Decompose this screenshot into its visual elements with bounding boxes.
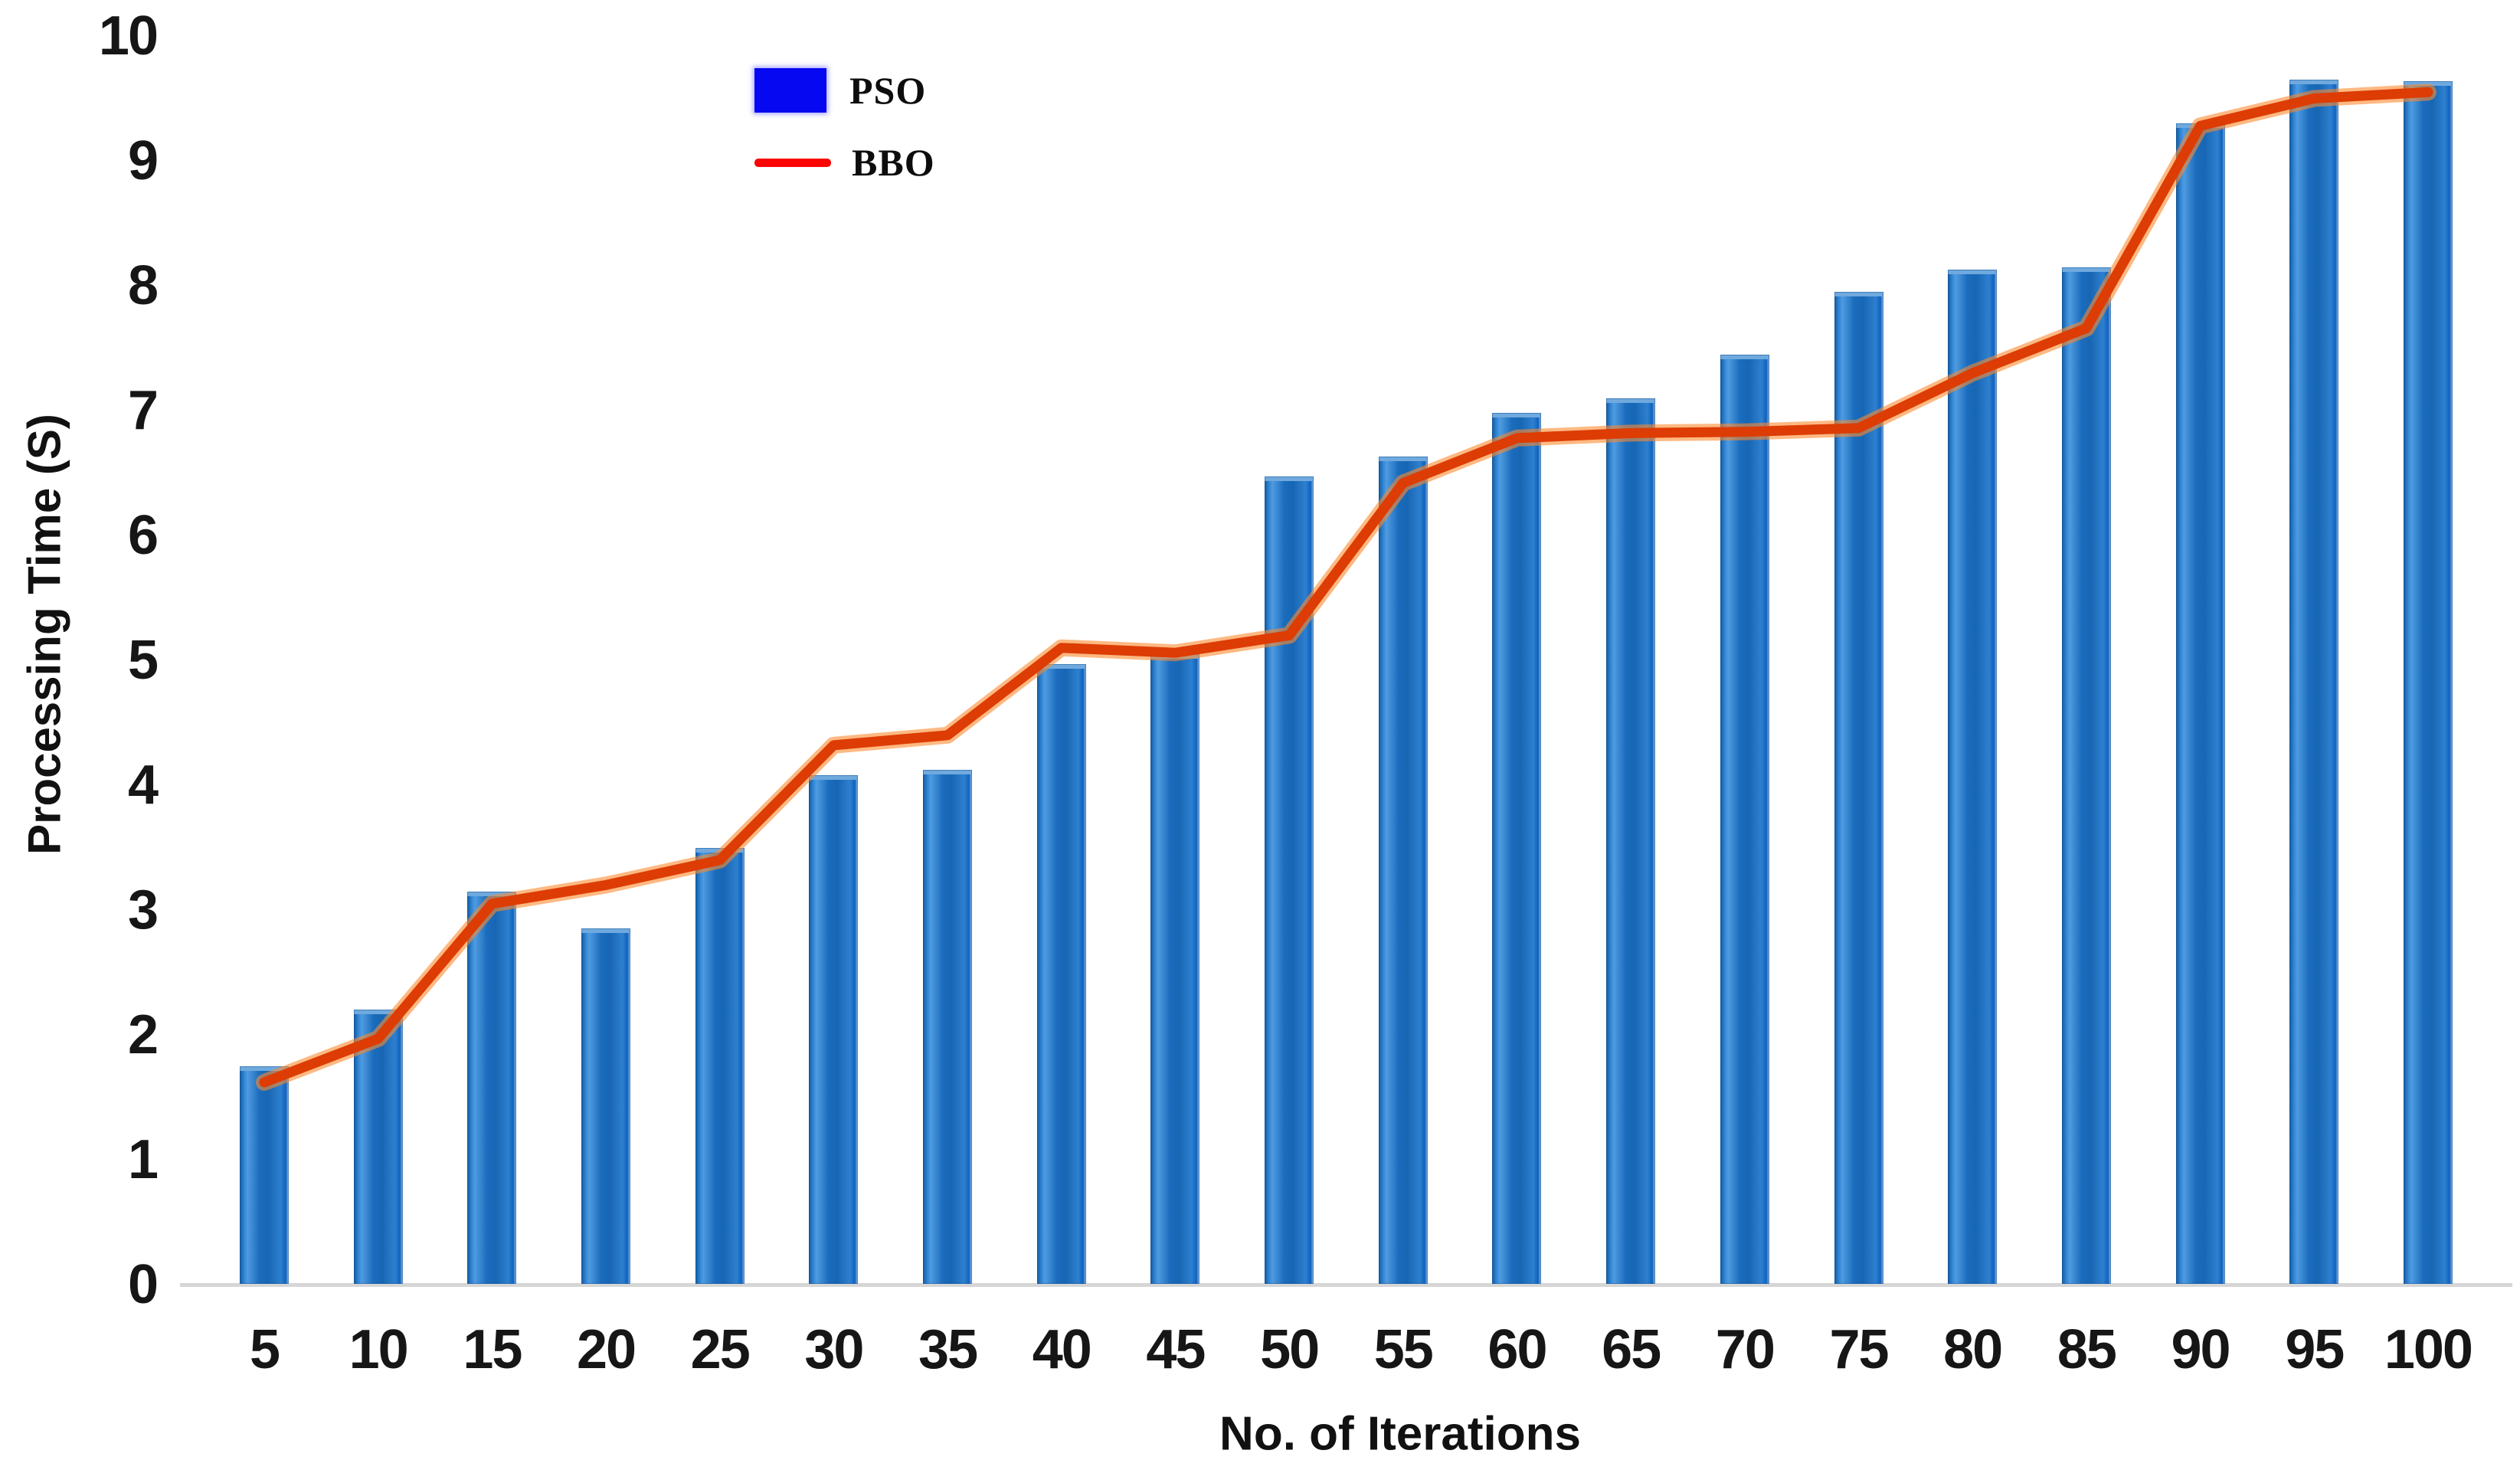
x-tick-label: 80 [1943, 1319, 2003, 1380]
x-tick-label: 90 [2171, 1319, 2231, 1380]
x-tick-label: 95 [2285, 1319, 2345, 1380]
pso-bar [1265, 476, 1314, 1284]
pso-bar [1036, 663, 1086, 1284]
x-tick-label: 10 [349, 1319, 409, 1380]
pso-bar [695, 847, 745, 1284]
legend-item-pso: PSO [754, 67, 935, 113]
x-tick-label: 60 [1487, 1319, 1547, 1380]
y-tick-label: 4 [127, 755, 159, 816]
y-tick-label: 7 [127, 380, 159, 441]
pso-bar [1834, 292, 1883, 1284]
y-tick-label: 5 [127, 630, 159, 691]
x-tick-label: 55 [1373, 1319, 1434, 1380]
legend-item-bbo: BBO [754, 139, 935, 185]
legend-bbo-label: BBO [852, 141, 935, 184]
y-tick-label: 3 [127, 879, 159, 941]
x-tick-label: 15 [463, 1319, 522, 1380]
x-tick-label: 70 [1715, 1319, 1775, 1380]
y-tick-label: 2 [127, 1004, 159, 1066]
pso-bar [923, 770, 973, 1284]
pso-bar [2403, 80, 2453, 1284]
x-tick-label: 75 [1829, 1319, 1889, 1380]
y-tick-label: 10 [98, 5, 159, 67]
x-axis-title: No. of Iterations [1219, 1407, 1581, 1461]
pso-bar [2289, 80, 2339, 1284]
x-tick-label: 50 [1260, 1319, 1320, 1380]
x-tick-label: 35 [918, 1319, 978, 1380]
x-tick-label: 45 [1146, 1319, 1206, 1380]
x-tick-label: 5 [249, 1319, 280, 1380]
x-tick-label: 40 [1032, 1319, 1092, 1380]
pso-bar [1606, 398, 1656, 1284]
y-tick-label: 8 [127, 255, 159, 316]
legend-bbo-line-swatch [754, 158, 831, 167]
pso-bar [809, 774, 859, 1284]
pso-bar [1720, 354, 1769, 1284]
x-tick-label: 100 [2384, 1319, 2473, 1380]
x-tick-label: 65 [1602, 1319, 1661, 1380]
y-tick-label: 9 [127, 130, 159, 192]
pso-bar [353, 1010, 403, 1284]
pso-bar [1150, 653, 1200, 1284]
y-tick-label: 1 [127, 1129, 159, 1190]
x-axis-line [180, 1283, 2512, 1287]
y-tick-label: 0 [127, 1254, 159, 1315]
pso-bar [1492, 413, 1542, 1284]
legend-pso-label: PSO [849, 69, 927, 112]
pso-bar [240, 1066, 289, 1284]
pso-bar [2175, 123, 2225, 1284]
pso-bar [467, 891, 517, 1284]
pso-bar [581, 928, 631, 1284]
pso-bar [1948, 269, 1998, 1284]
x-tick-label: 85 [2057, 1319, 2117, 1380]
x-tick-label: 25 [690, 1319, 751, 1380]
legend-pso-bar-swatch [754, 68, 826, 113]
x-tick-label: 20 [576, 1319, 637, 1380]
pso-bar [2061, 267, 2111, 1284]
x-tick-label: 30 [804, 1319, 864, 1380]
pso-bar [1378, 457, 1428, 1284]
y-tick-label: 6 [127, 505, 159, 566]
legend: PSO BBO [754, 67, 935, 185]
